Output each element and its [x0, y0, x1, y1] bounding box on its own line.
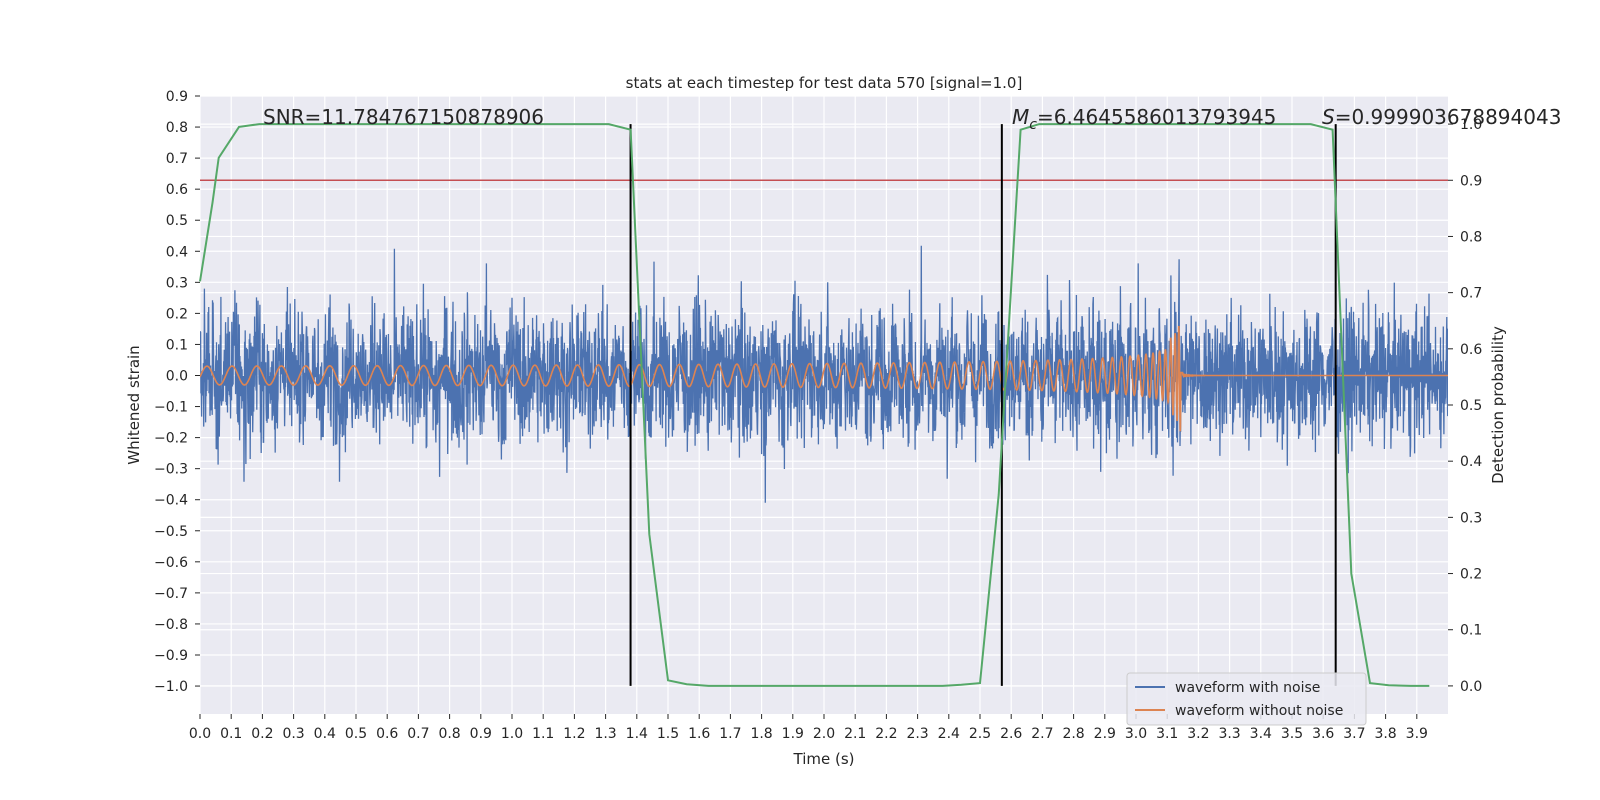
legend-box	[1126, 672, 1367, 726]
x-tick-label: 1.7	[719, 726, 741, 742]
y-axis-left: 0.9 0.8 0.7 0.6 0.5 0.4 0.3 0.2 0.1 0.0 −0.1 −0.2 −0…	[154, 89, 200, 695]
y-tick-label: 0.7	[166, 151, 188, 167]
mc-value: =6.4645586013793945	[1037, 105, 1276, 129]
y-right-tick-label: 0.3	[1460, 510, 1482, 526]
x-tick-label: 0.2	[251, 726, 273, 742]
y-axis-right-label: Detection probability	[1489, 326, 1507, 484]
y-tick-label: −0.4	[154, 493, 188, 509]
s-value: =0.999903678894043	[1335, 105, 1562, 129]
x-tick-label: 2.2	[875, 726, 897, 742]
x-tick-label: 2.0	[813, 726, 835, 742]
score-annotation: S=0.999903678894043	[1322, 105, 1561, 129]
x-tick-label: 3.0	[1125, 726, 1147, 742]
series-detection-probability	[199, 123, 1430, 687]
x-tick-label: 2.7	[1031, 726, 1053, 742]
x-tick-label: 3.1	[1156, 726, 1178, 742]
snr-annotation: SNR=11.784767150878906	[263, 105, 544, 129]
x-tick-label: 0.7	[407, 726, 429, 742]
legend: waveform with noise waveform without noi…	[1126, 672, 1367, 726]
x-tick-label: 0.4	[314, 726, 336, 742]
y-tick-label: −0.1	[154, 400, 188, 416]
x-tick-label: 0.3	[282, 726, 304, 742]
x-tick-label: 2.6	[1000, 726, 1022, 742]
x-tick-label: 1.3	[594, 726, 616, 742]
x-tick-label: 3.7	[1343, 726, 1365, 742]
y-tick-label: 0.5	[166, 213, 188, 229]
y-right-tick-label: 0.4	[1460, 454, 1482, 470]
y-tick-label: 0.2	[166, 306, 188, 322]
y-tick-label: 0.1	[166, 337, 188, 353]
y-tick-label: 0.0	[166, 368, 188, 384]
x-tick-label: 3.5	[1281, 726, 1303, 742]
x-tick-label: 0.1	[220, 726, 242, 742]
y-tick-label: 0.6	[166, 182, 188, 198]
y-tick-label: −0.9	[154, 648, 188, 664]
y-tick-label: −0.8	[154, 617, 188, 633]
x-tick-label: 1.1	[532, 726, 554, 742]
overlay-layer	[199, 123, 1448, 687]
x-tick-label: 2.1	[844, 726, 866, 742]
y-tick-label: −0.3	[154, 462, 188, 478]
x-tick-label: 1.9	[782, 726, 804, 742]
x-tick-label: 0.8	[438, 726, 460, 742]
x-tick-label: 3.9	[1406, 726, 1428, 742]
legend-label-noisy: waveform with noise	[1175, 680, 1320, 696]
y-right-tick-label: 0.0	[1460, 679, 1482, 695]
x-tick-label: 1.2	[563, 726, 585, 742]
y-tick-label: 0.9	[166, 89, 188, 105]
x-tick-label: 2.8	[1062, 726, 1084, 742]
y-axis-label: Whitened strain	[125, 345, 143, 464]
y-right-tick-label: 0.8	[1460, 229, 1482, 245]
x-tick-label: 2.9	[1094, 726, 1116, 742]
x-tick-label: 2.4	[938, 726, 960, 742]
legend-label-clean: waveform without noise	[1175, 703, 1343, 719]
x-tick-label: 0.6	[376, 726, 398, 742]
series-layer	[200, 245, 1448, 503]
x-tick-label: 3.4	[1250, 726, 1272, 742]
x-tick-label: 1.0	[501, 726, 523, 742]
mc-symbol: M	[1012, 105, 1029, 129]
x-tick-label: 2.5	[969, 726, 991, 742]
y-tick-label: 0.8	[166, 120, 188, 136]
y-tick-label: −1.0	[154, 679, 188, 695]
x-axis-label: Time (s)	[793, 750, 855, 768]
x-tick-label: 3.2	[1187, 726, 1209, 742]
x-tick-label: 0.0	[189, 726, 211, 742]
x-tick-label: 1.5	[657, 726, 679, 742]
s-symbol: S	[1322, 105, 1335, 129]
x-tick-label: 1.6	[688, 726, 710, 742]
x-tick-label: 3.6	[1312, 726, 1334, 742]
x-tick-label: 0.9	[470, 726, 492, 742]
y-tick-label: −0.6	[154, 555, 188, 571]
x-tick-label: 3.8	[1374, 726, 1396, 742]
y-right-tick-label: 0.1	[1460, 623, 1482, 639]
y-right-tick-label: 0.9	[1460, 173, 1482, 189]
x-axis: 0.0 0.1 0.2 0.3 0.4 0.5 0.6 0.7 0.8 0.9 1.0 1.1 1.2 1…	[189, 714, 1428, 742]
y-right-tick-label: 0.7	[1460, 286, 1482, 302]
x-tick-label: 2.3	[906, 726, 928, 742]
y-tick-label: −0.7	[154, 586, 188, 602]
y-right-tick-label: 1.0	[1460, 117, 1482, 133]
y-tick-label: −0.5	[154, 524, 188, 540]
y-tick-label: 0.3	[166, 275, 188, 291]
mc-subscript: c	[1029, 117, 1037, 133]
y-right-tick-label: 0.6	[1460, 342, 1482, 358]
y-right-tick-label: 0.5	[1460, 398, 1482, 414]
chirp-mass-annotation: Mc=6.4645586013793945	[1012, 105, 1276, 133]
x-tick-label: 3.3	[1218, 726, 1240, 742]
y-axis-right: 1.0 0.9 0.8 0.7 0.6 0.5 0.4 0.3 0.2 0.1 0.0	[1448, 117, 1482, 695]
x-tick-label: 1.4	[626, 726, 648, 742]
x-tick-label: 0.5	[345, 726, 367, 742]
chart-title: stats at each timestep for test data 570…	[626, 74, 1023, 92]
y-tick-label: −0.2	[154, 431, 188, 447]
y-right-tick-label: 0.2	[1460, 567, 1482, 583]
x-tick-label: 1.8	[750, 726, 772, 742]
y-tick-label: 0.4	[166, 244, 188, 260]
series-waveform-without-noise	[200, 325, 1448, 432]
series-waveform-with-noise	[200, 245, 1448, 503]
